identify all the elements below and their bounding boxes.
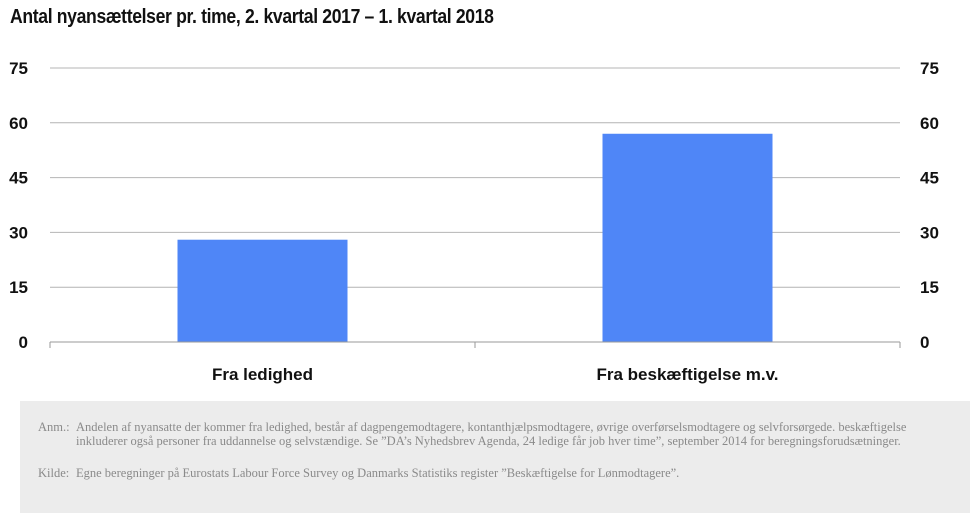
- y-tick-label-right: 45: [920, 169, 939, 188]
- note-anm-label: Anm.:: [38, 420, 70, 434]
- footnotes-panel: Anm.: Andelen af nyansatte der kommer fr…: [20, 401, 970, 513]
- y-tick-label-left: 30: [9, 223, 28, 242]
- note-source-label: Kilde:: [38, 466, 70, 480]
- note-source: Kilde: Egne beregninger på Eurostats Lab…: [38, 466, 952, 480]
- y-tick-label-right: 15: [920, 278, 939, 297]
- bar: [177, 239, 348, 342]
- x-axis: [49, 341, 901, 348]
- note-anm-text: Andelen af nyansatte der kommer fra ledi…: [76, 420, 907, 448]
- y-tick-label-right: 60: [920, 114, 939, 133]
- y-tick-label-right: 30: [920, 223, 939, 242]
- category-label: Fra ledighed: [212, 365, 313, 384]
- category-labels: Fra ledighed Fra beskæftigelse m.v.: [212, 365, 779, 384]
- y-axis-left: 0 15 30 45 60 75: [9, 59, 28, 352]
- y-axis-right: 0 15 30 45 60 75: [920, 59, 939, 352]
- bars: [177, 133, 773, 342]
- y-tick-label-left: 60: [9, 114, 28, 133]
- y-tick-label-left: 75: [9, 59, 28, 78]
- y-tick-label-left: 45: [9, 169, 28, 188]
- y-tick-label-right: 0: [920, 333, 929, 352]
- y-tick-label-left: 0: [19, 333, 28, 352]
- category-label: Fra beskæftigelse m.v.: [596, 365, 778, 384]
- note-anm: Anm.: Andelen af nyansatte der kommer fr…: [38, 420, 952, 448]
- chart-title: Antal nyansættelser pr. time, 2. kvartal…: [10, 6, 494, 28]
- bar: [602, 133, 773, 342]
- y-tick-label-right: 75: [920, 59, 939, 78]
- note-source-text: Egne beregninger på Eurostats Labour For…: [76, 466, 680, 480]
- y-tick-label-left: 15: [9, 278, 28, 297]
